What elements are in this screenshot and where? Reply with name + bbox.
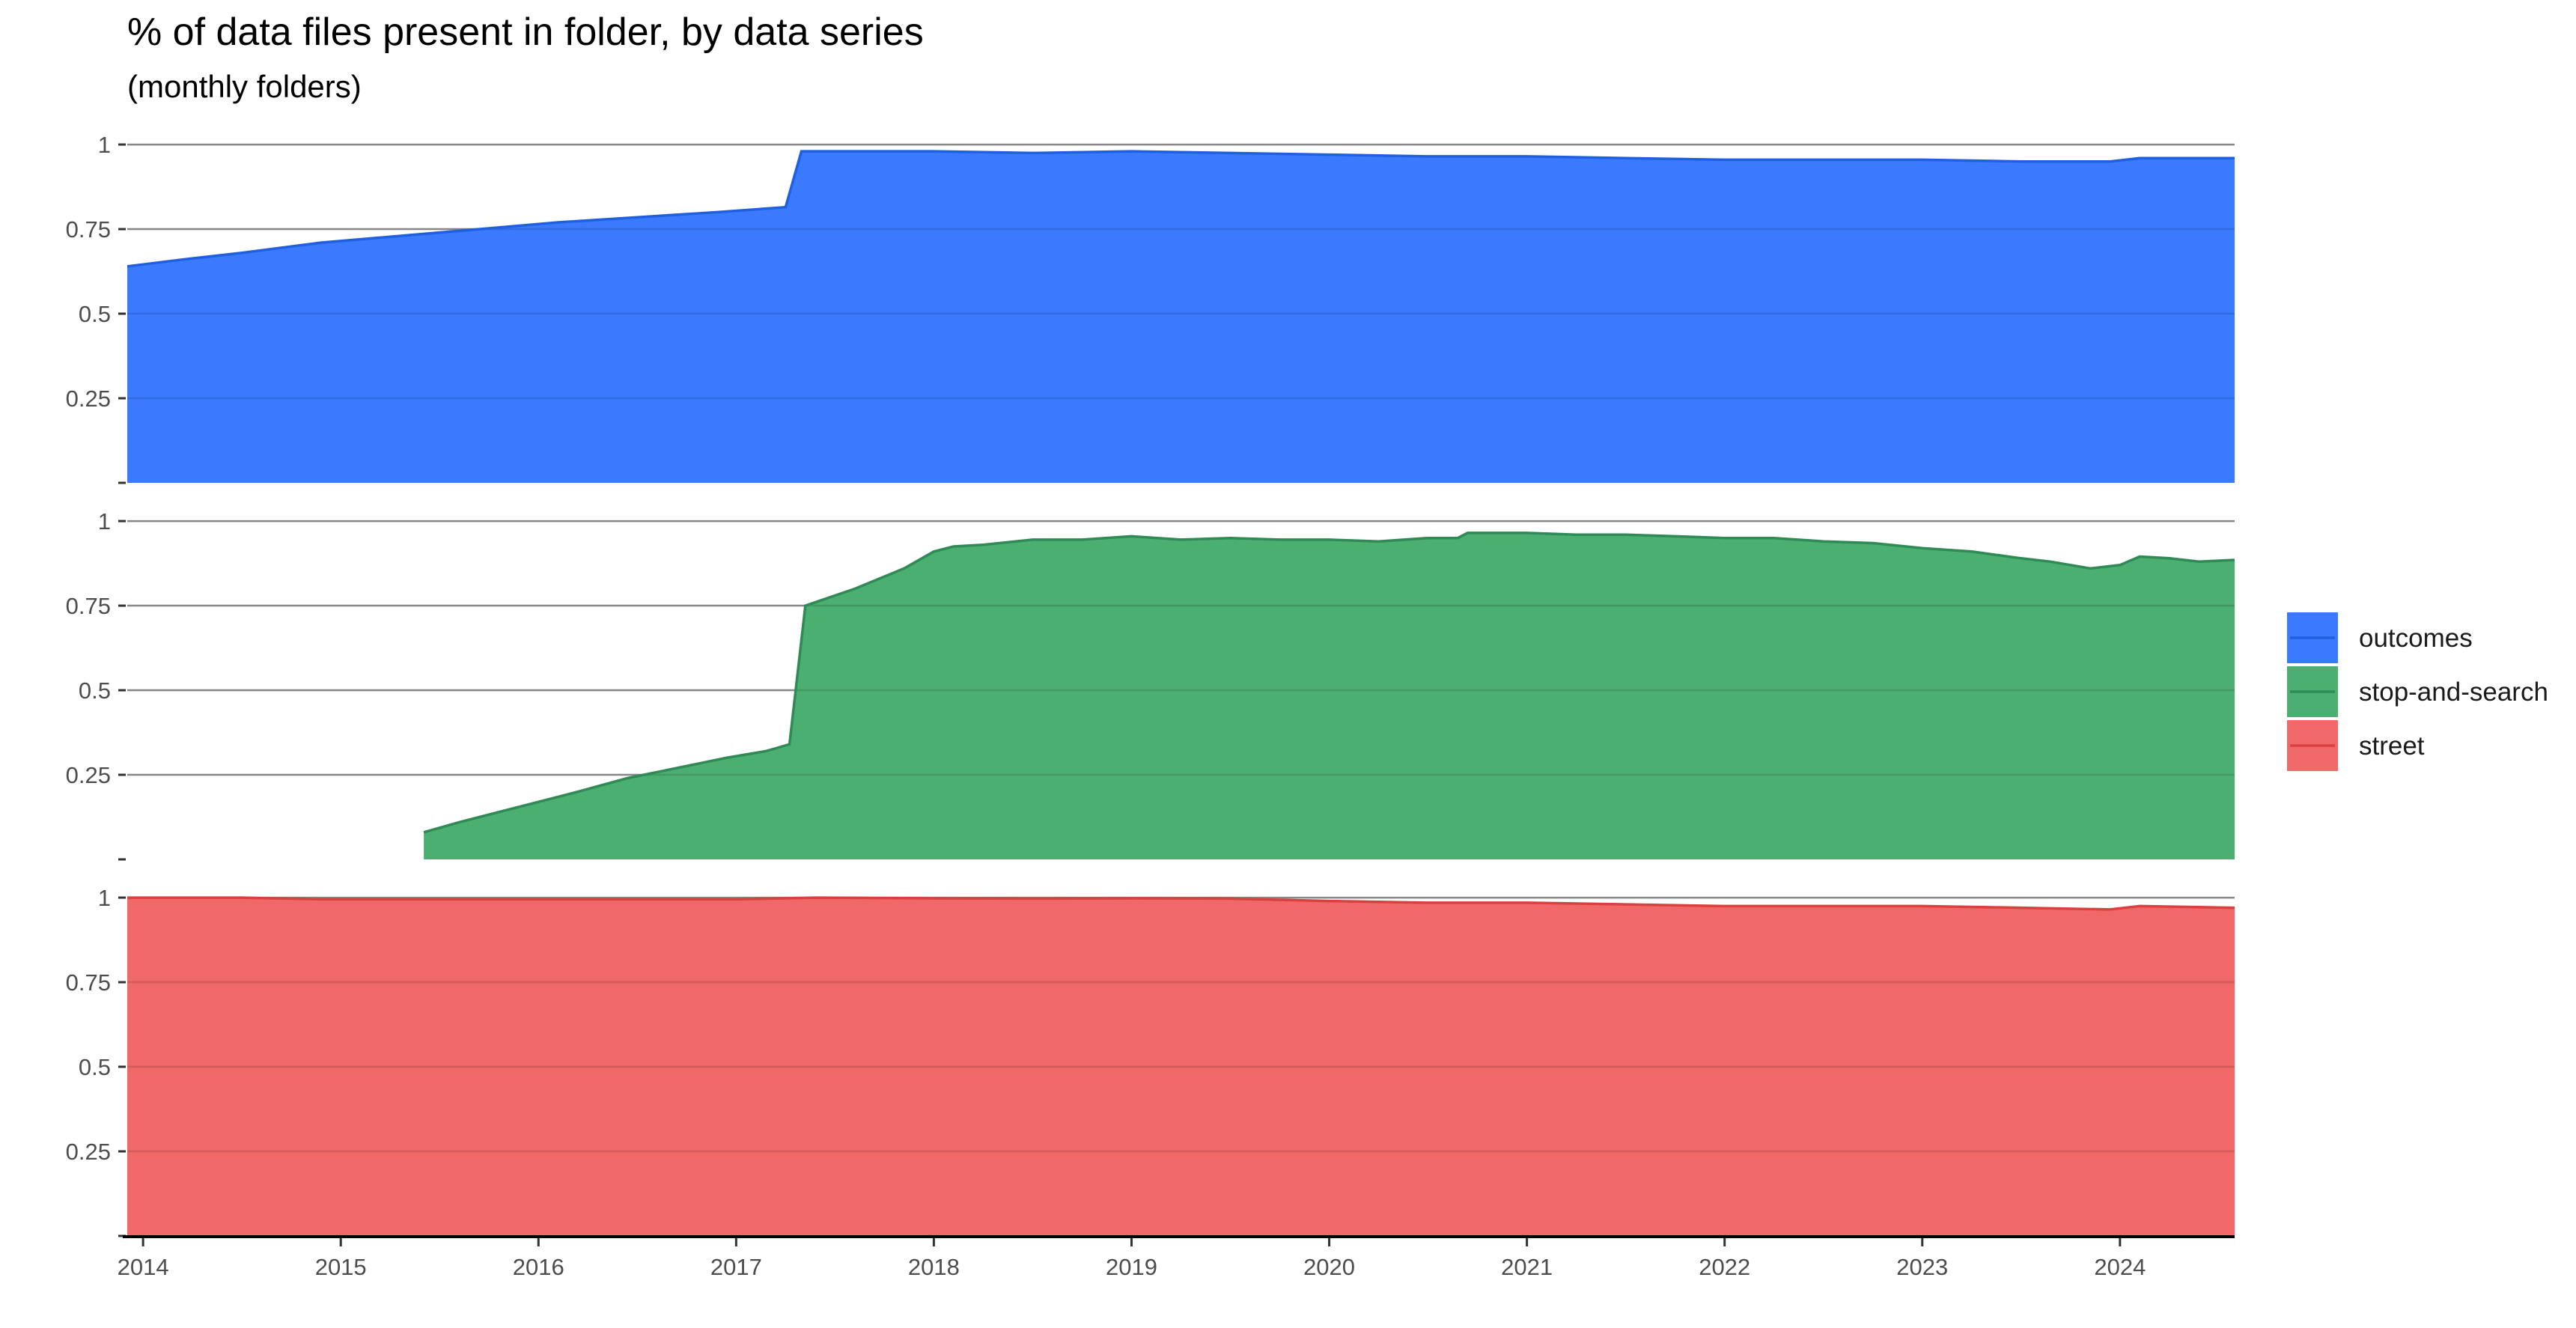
chart-title: % of data files present in folder, by da… (127, 10, 924, 54)
x-tick-label: 2016 (513, 1254, 564, 1280)
area-street (127, 898, 2235, 1236)
y-tick-label: 0.75 (66, 216, 111, 243)
y-tick-label: 0.75 (66, 593, 111, 619)
y-tick-label: 1 (98, 885, 111, 911)
y-tick-label: 0.25 (66, 762, 111, 788)
y-tick-label: 1 (98, 508, 111, 534)
x-tick-label: 2023 (1896, 1254, 1948, 1280)
y-tick-label: 0.25 (66, 386, 111, 412)
legend-label: outcomes (2359, 624, 2473, 653)
y-tick-label: 0.5 (79, 1054, 111, 1080)
x-tick-label: 2014 (118, 1254, 169, 1280)
legend-label: stop-and-search (2359, 677, 2548, 707)
line-outcomes (127, 150, 2235, 268)
x-tick-label: 2018 (908, 1254, 960, 1280)
panel-street: 0.25 0.5 0.75 1 (66, 885, 2235, 1237)
legend-item-street: street (2287, 720, 2425, 771)
x-tick-label: 2015 (315, 1254, 367, 1280)
chart-subtitle: (monthly folders) (127, 69, 362, 104)
x-tick-label: 2017 (710, 1254, 762, 1280)
line-stop-and-search (423, 531, 2235, 834)
x-tick-label: 2024 (2094, 1254, 2146, 1280)
line-street (127, 896, 2235, 911)
y-tick-label: 1 (98, 132, 111, 158)
area-stop-and-search (424, 532, 2235, 859)
panel-outcomes: 0.25 0.5 0.75 1 (66, 132, 2235, 484)
area-outcomes (127, 151, 2235, 483)
x-tick-label: 2019 (1106, 1254, 1157, 1280)
legend-item-stop-and-search: stop-and-search (2287, 666, 2548, 717)
y-tick-label: 0.5 (79, 677, 111, 704)
x-tick-label: 2020 (1303, 1254, 1355, 1280)
legend-label: street (2359, 731, 2425, 761)
legend-item-outcomes: outcomes (2287, 612, 2473, 663)
y-tick-label: 0.25 (66, 1139, 111, 1165)
y-tick-label: 0.75 (66, 969, 111, 996)
panel-stop-and-search: 0.25 0.5 0.75 1 (66, 508, 2235, 861)
x-tick-label: 2021 (1501, 1254, 1553, 1280)
y-tick-label: 0.5 (79, 301, 111, 327)
x-tick-label: 2022 (1699, 1254, 1750, 1280)
